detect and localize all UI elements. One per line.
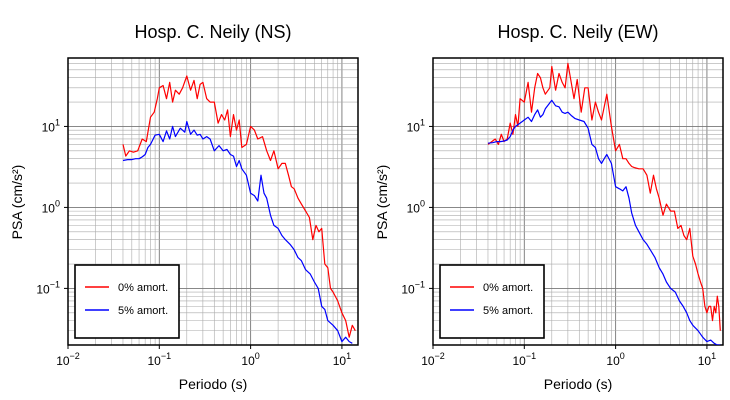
legend-label: 0% amort. bbox=[118, 282, 168, 294]
legend-label: 5% amort. bbox=[483, 305, 533, 317]
tick-exponent: −1 bbox=[415, 279, 425, 289]
x-axis-label: Periodo (s) bbox=[179, 376, 247, 392]
x-tick-label: 100 bbox=[241, 351, 259, 368]
legend-label: 0% amort. bbox=[483, 282, 533, 294]
series-line-undamped bbox=[487, 62, 721, 331]
y-tick-label: 101 bbox=[42, 117, 60, 134]
chart-panel-ew: Hosp. C. Neily (EW) Periodo (s) PSA (cm/… bbox=[374, 22, 724, 392]
chart-panel-ns: Hosp. C. Neily (NS) Periodo (s) PSA (cm/… bbox=[9, 22, 359, 392]
tick-exponent: −1 bbox=[161, 351, 171, 361]
tick-base: 10 bbox=[42, 201, 56, 215]
series-line-undamped bbox=[122, 75, 356, 338]
y-axis-label: PSA (cm/s²) bbox=[374, 165, 390, 240]
series-line-damped bbox=[122, 120, 353, 344]
chart-title: Hosp. C. Neily (EW) bbox=[497, 22, 658, 42]
y-axis-label-text: PSA (cm/s²) bbox=[374, 165, 390, 240]
tick-exponent: −2 bbox=[435, 351, 445, 361]
tick-exponent: 1 bbox=[420, 117, 425, 127]
tick-exponent: 1 bbox=[55, 117, 60, 127]
tick-base: 10 bbox=[241, 354, 255, 368]
tick-exponent: −2 bbox=[70, 351, 80, 361]
x-tick-label: 101 bbox=[698, 351, 716, 368]
legend: 0% amort. 5% amort. bbox=[439, 264, 545, 339]
tick-exponent: 1 bbox=[711, 351, 716, 361]
x-tick-label: 10−2 bbox=[56, 351, 80, 368]
chart-title: Hosp. C. Neily (NS) bbox=[134, 22, 291, 42]
y-axis-label-text: PSA (cm/s²) bbox=[9, 165, 25, 240]
x-tick-label: 101 bbox=[333, 351, 351, 368]
legend: 0% amort. 5% amort. bbox=[74, 264, 180, 339]
tick-base: 10 bbox=[333, 354, 347, 368]
tick-base: 10 bbox=[407, 201, 421, 215]
tick-base: 10 bbox=[401, 282, 415, 296]
legend-label: 5% amort. bbox=[118, 305, 168, 317]
x-tick-label: 100 bbox=[606, 351, 624, 368]
tick-base: 10 bbox=[36, 282, 50, 296]
tick-base: 10 bbox=[42, 120, 56, 134]
y-axis-label: PSA (cm/s²) bbox=[9, 165, 25, 240]
y-tick-label: 10−1 bbox=[36, 279, 60, 296]
tick-base: 10 bbox=[606, 354, 620, 368]
x-tick-label: 10−1 bbox=[147, 351, 171, 368]
plot-frame bbox=[67, 57, 359, 346]
y-tick-label: 10−1 bbox=[401, 279, 425, 296]
y-tick-label: 101 bbox=[407, 117, 425, 134]
tick-base: 10 bbox=[147, 354, 161, 368]
series-line-damped bbox=[487, 99, 721, 345]
x-tick-label: 10−2 bbox=[421, 351, 445, 368]
tick-base: 10 bbox=[512, 354, 526, 368]
y-tick-label: 100 bbox=[42, 198, 60, 215]
tick-base: 10 bbox=[421, 354, 435, 368]
tick-base: 10 bbox=[698, 354, 712, 368]
series-group bbox=[122, 75, 356, 344]
tick-exponent: −1 bbox=[526, 351, 536, 361]
x-tick-label: 10−1 bbox=[512, 351, 536, 368]
tick-base: 10 bbox=[56, 354, 70, 368]
legend-box bbox=[439, 264, 545, 339]
tick-exponent: 0 bbox=[620, 351, 625, 361]
tick-exponent: 0 bbox=[420, 198, 425, 208]
x-axis-label: Periodo (s) bbox=[544, 376, 612, 392]
tick-exponent: 0 bbox=[255, 351, 260, 361]
tick-exponent: 0 bbox=[55, 198, 60, 208]
tick-exponent: −1 bbox=[50, 279, 60, 289]
series-group bbox=[487, 62, 721, 345]
grid bbox=[432, 57, 723, 346]
legend-box bbox=[74, 264, 180, 339]
tick-base: 10 bbox=[407, 120, 421, 134]
y-tick-label: 100 bbox=[407, 198, 425, 215]
tick-exponent: 1 bbox=[346, 351, 351, 361]
plot-frame bbox=[432, 57, 724, 346]
